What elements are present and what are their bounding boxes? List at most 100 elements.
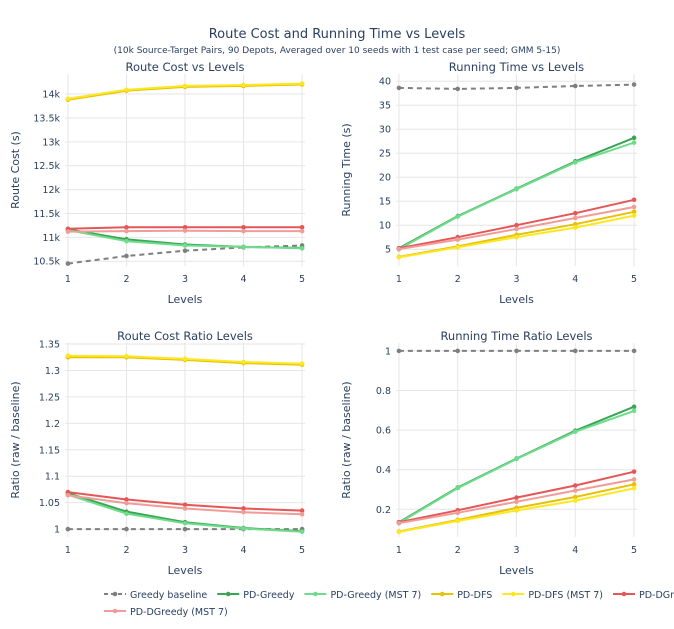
- data-point: [631, 82, 637, 87]
- y-tick-label: 0.2: [376, 505, 391, 516]
- x-tick-label: 3: [513, 545, 519, 556]
- y-axis-label: Running Time (s): [340, 123, 353, 216]
- x-tick-label: 5: [631, 545, 637, 556]
- x-axis-label: Levels: [168, 293, 203, 306]
- data-point: [182, 506, 188, 511]
- data-point: [514, 226, 519, 232]
- y-tick-label: 35: [379, 101, 391, 112]
- legend-item-pd-greedy-mst-7[interactable]: PD-Greedy (MST 7): [304, 590, 421, 601]
- y-tick-label: 13.5k: [33, 113, 60, 124]
- x-tick-label: 2: [123, 545, 129, 556]
- x-tick-label: 4: [572, 274, 578, 285]
- chart-title: Route Cost Ratio Levels: [117, 329, 253, 343]
- data-point: [631, 348, 637, 354]
- series-pd-dgreedy-mst-7: [396, 477, 637, 526]
- legend-item-pd-dgreedy-mst-7[interactable]: PD-DGreedy (MST 7): [104, 607, 228, 618]
- x-tick-label: 3: [182, 545, 188, 556]
- y-tick-label: 12k: [42, 185, 60, 196]
- data-point: [572, 494, 578, 500]
- y-tick-label: 0.4: [376, 465, 391, 476]
- legend-marker: [439, 591, 445, 597]
- data-point: [514, 348, 519, 354]
- chart-panel-3: 1 2 3 4 5 1 1.05 1.1 1.15 1.2 1.25 1.3 1.35 Route Cos…: [9, 329, 305, 577]
- data-point: [631, 477, 637, 482]
- legend-marker: [313, 591, 318, 597]
- data-point: [182, 356, 188, 362]
- data-point: [396, 529, 402, 535]
- y-tick-label: 1.35: [39, 340, 60, 351]
- data-point: [514, 495, 519, 500]
- y-tick-label: 11.5k: [33, 209, 60, 220]
- series-pd-dfs-mst-7: [396, 486, 637, 535]
- y-tick-label: 0.6: [376, 426, 391, 437]
- x-tick-label: 3: [513, 274, 519, 285]
- y-tick-label: 10: [379, 221, 391, 232]
- data-point: [65, 492, 71, 498]
- y-axis-label: Route Cost (s): [9, 131, 22, 209]
- legend-item-pd-greedy[interactable]: PD-Greedy: [217, 590, 295, 601]
- legend-item-pd-dgreedy[interactable]: PD-DGreedy: [612, 590, 674, 601]
- x-tick-label: 1: [396, 274, 402, 285]
- data-point: [182, 225, 188, 230]
- data-point: [124, 511, 129, 517]
- y-tick-label: 1.3: [45, 366, 60, 377]
- legend-label: PD-DFS: [457, 590, 492, 601]
- chart-panel-1: 1 2 3 4 5 10.5k 11k 11.5k 12k 12.5k 13k 13.5k 14k Rou…: [9, 60, 305, 306]
- data-point: [124, 353, 129, 359]
- data-point: [65, 96, 71, 102]
- x-axis-label: Levels: [168, 564, 203, 577]
- data-point: [65, 353, 71, 358]
- data-point: [455, 214, 461, 219]
- y-tick-label: 10.5k: [33, 257, 60, 268]
- legend[interactable]: Greedy baseline PD-Greedy PD-Greedy (MST 7…: [104, 590, 674, 618]
- data-point: [631, 408, 637, 414]
- data-point: [124, 87, 129, 93]
- legend-item-pd-dfs-mst-7[interactable]: PD-DFS (MST 7): [502, 590, 603, 601]
- chart-title: Running Time Ratio Levels: [440, 329, 592, 343]
- y-tick-label: 14k: [42, 90, 60, 101]
- data-point: [455, 348, 461, 354]
- y-tick-label: 13k: [42, 137, 60, 148]
- data-point: [124, 500, 129, 506]
- legend-marker: [511, 591, 516, 597]
- data-point: [182, 502, 188, 508]
- data-point: [572, 429, 578, 434]
- x-tick-label: 5: [299, 545, 305, 556]
- data-point: [124, 228, 129, 234]
- y-tick-label: 1.05: [39, 498, 60, 509]
- data-point: [631, 482, 637, 487]
- x-tick-label: 2: [455, 545, 461, 556]
- data-point: [299, 228, 305, 234]
- data-point: [572, 215, 578, 221]
- data-point: [241, 509, 246, 515]
- x-tick-label: 3: [182, 274, 188, 285]
- data-point: [396, 348, 402, 354]
- x-tick-label: 1: [396, 545, 402, 556]
- legend-item-pd-dfs[interactable]: PD-DFS: [431, 590, 492, 601]
- data-point: [572, 83, 578, 89]
- y-tick-label: 12.5k: [33, 161, 60, 172]
- data-point: [455, 244, 461, 250]
- data-point: [514, 456, 519, 462]
- data-point: [631, 209, 637, 215]
- y-tick-label: 1.1: [45, 472, 60, 483]
- data-point: [631, 469, 637, 474]
- data-point: [572, 488, 578, 493]
- legend-label: Greedy baseline: [130, 590, 207, 601]
- legend-marker: [621, 591, 627, 597]
- data-point: [514, 222, 519, 228]
- data-point: [241, 82, 246, 88]
- data-point: [65, 526, 71, 532]
- legend-label: PD-DGreedy (MST 7): [130, 607, 228, 618]
- legend-label: PD-DGreedy: [639, 590, 674, 601]
- legend-label: PD-Greedy (MST 7): [330, 590, 421, 601]
- data-point: [455, 86, 461, 92]
- legend-item-greedy-baseline[interactable]: Greedy baseline: [104, 590, 207, 601]
- data-point: [631, 204, 637, 210]
- data-point: [241, 526, 246, 531]
- data-point: [572, 210, 578, 216]
- series-pd-dgreedy-mst-7: [396, 204, 637, 252]
- y-tick-label: 0.8: [376, 386, 391, 397]
- series-pd-dgreedy: [65, 489, 305, 513]
- data-point: [631, 213, 637, 218]
